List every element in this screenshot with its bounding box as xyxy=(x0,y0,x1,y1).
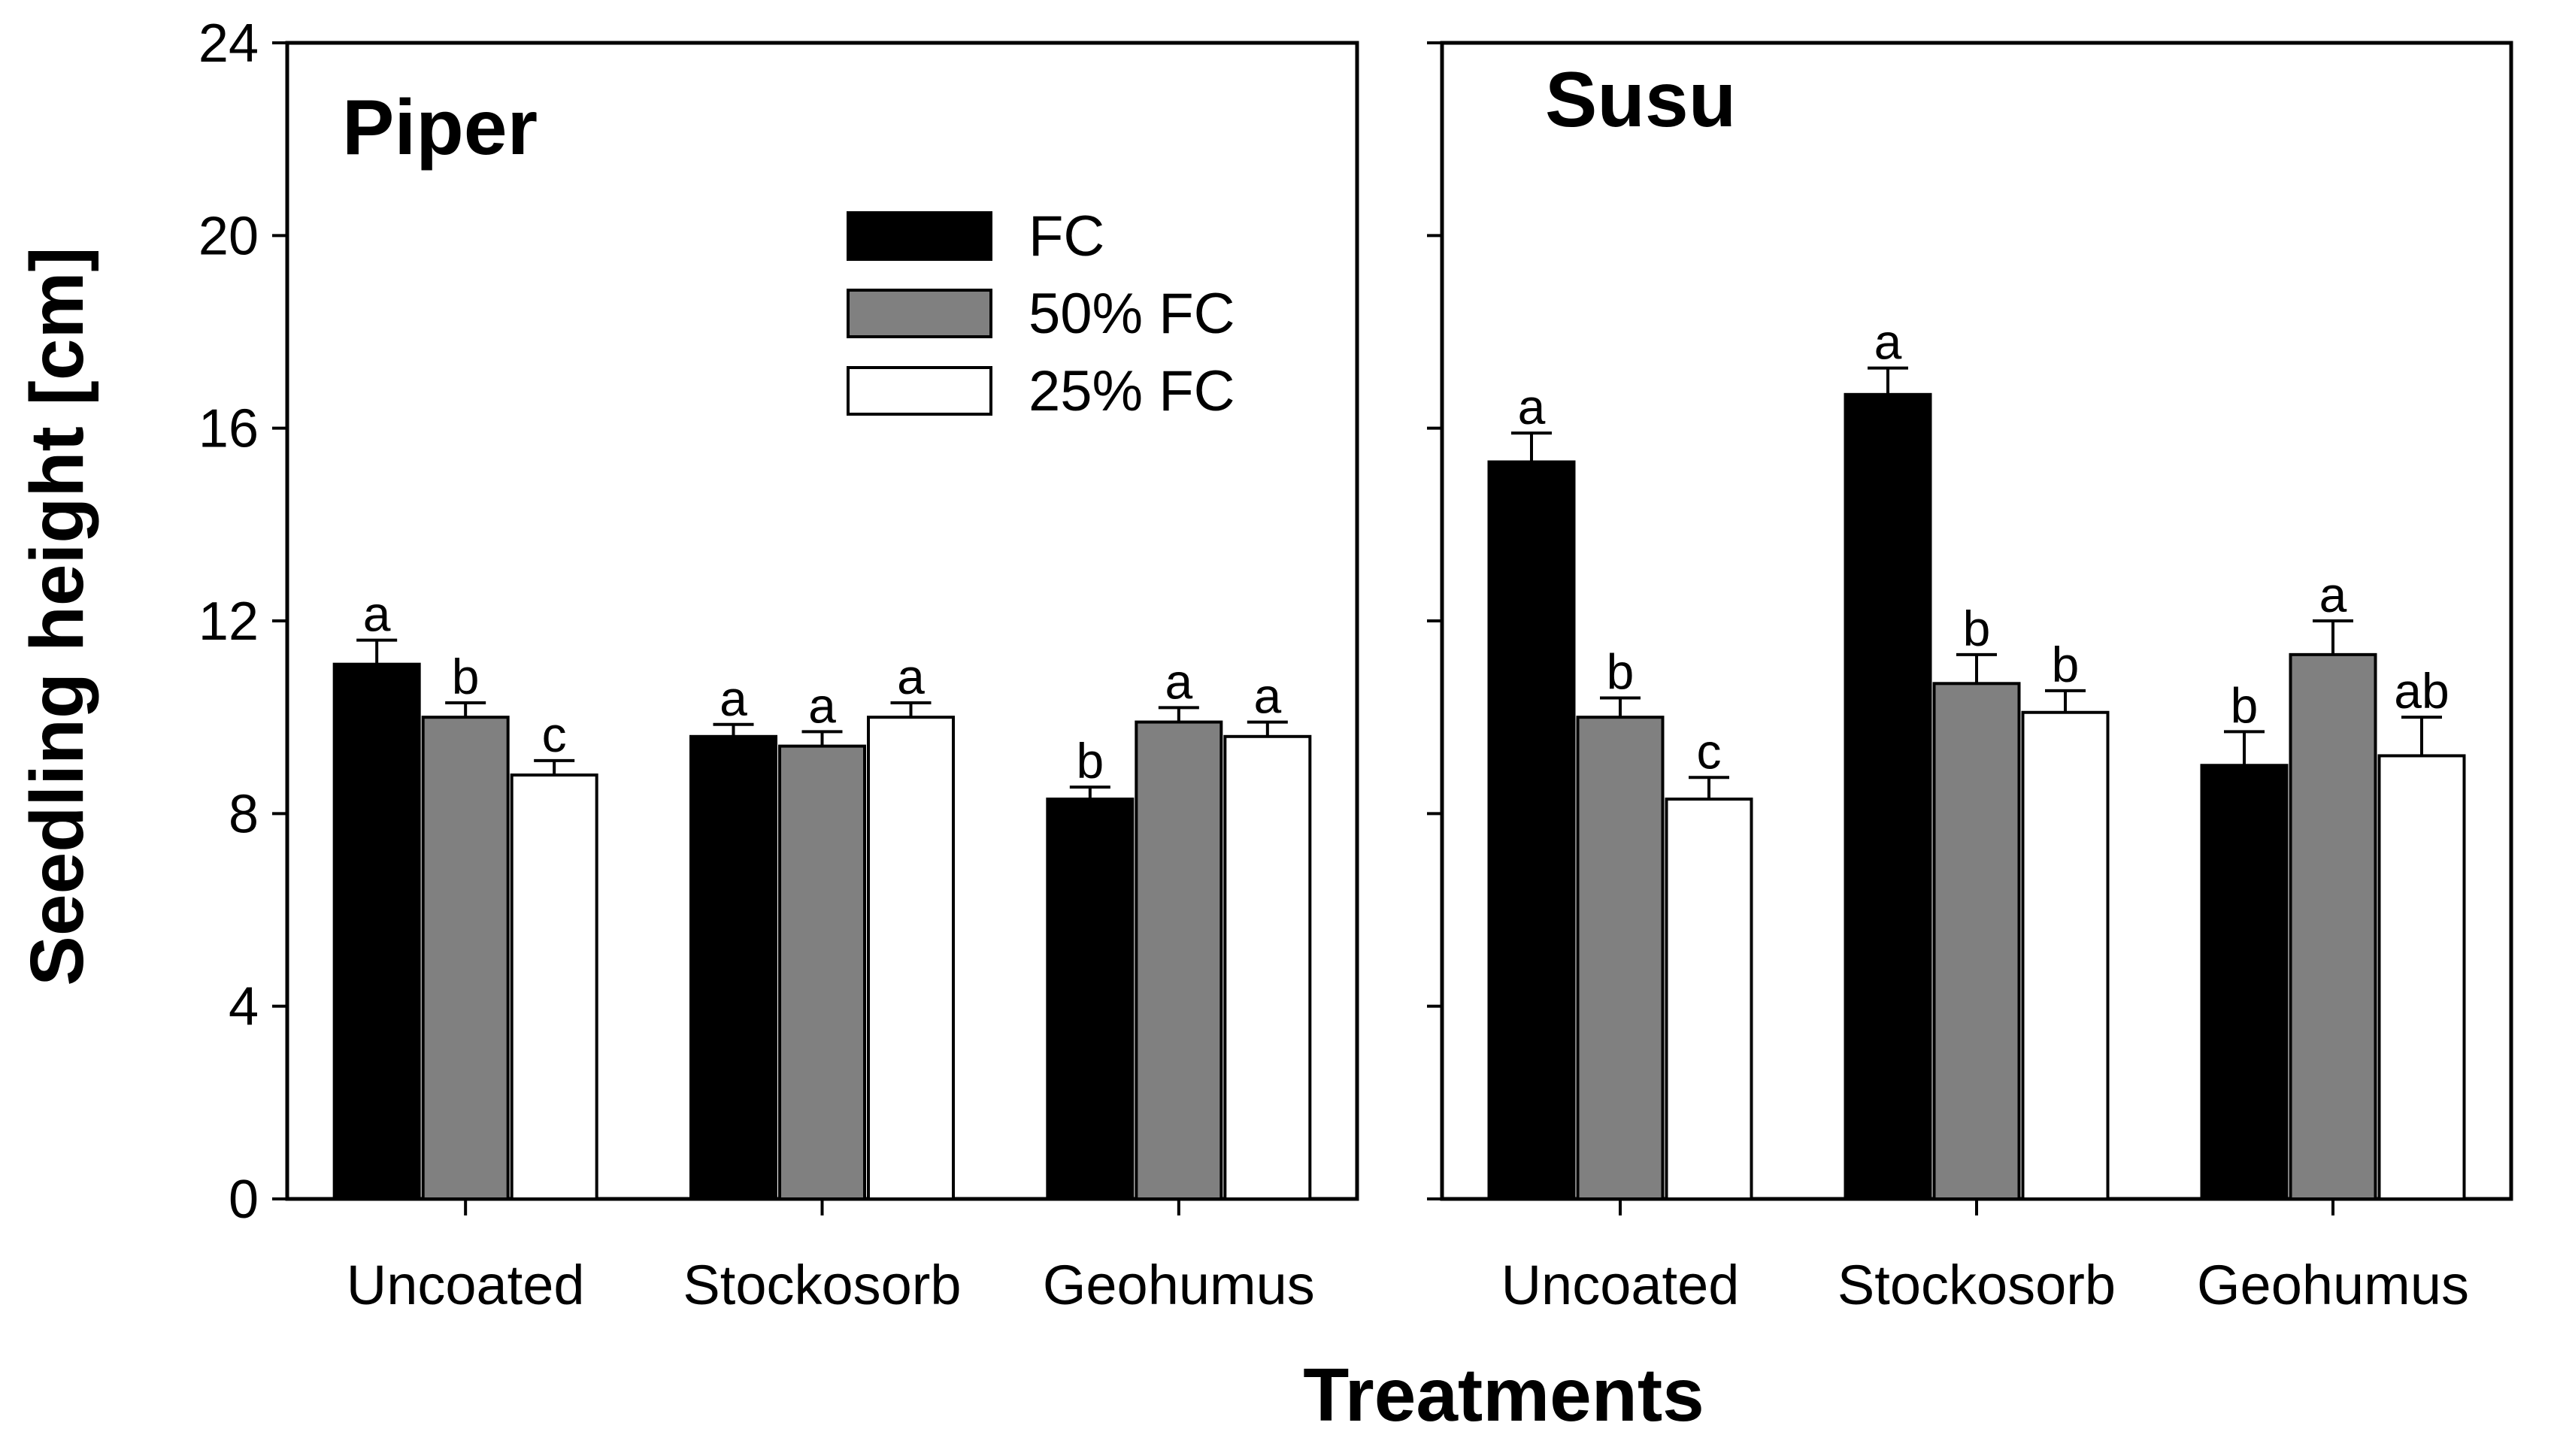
significance-letter: b xyxy=(2052,637,2080,692)
y-tick-label: 12 xyxy=(198,592,259,652)
bar xyxy=(1046,798,1135,1200)
bar xyxy=(2021,710,2110,1200)
significance-letter: a xyxy=(2319,567,2347,622)
legend-swatch xyxy=(847,289,992,338)
y-axis-title: Seedling height [cm] xyxy=(15,247,99,985)
bar xyxy=(2289,652,2377,1200)
bar xyxy=(867,716,955,1200)
bar xyxy=(689,734,777,1200)
bar xyxy=(1576,716,1665,1200)
significance-letter: b xyxy=(2231,677,2259,733)
category-label: Stockosorb xyxy=(1838,1254,2116,1316)
panel-title: Susu xyxy=(1545,56,1736,144)
significance-letter: a xyxy=(1165,653,1192,709)
significance-letter: a xyxy=(808,677,836,733)
significance-letter: ab xyxy=(2394,663,2449,719)
legend: FC 50% FC 25% FC xyxy=(847,204,1235,423)
category-label: Uncoated xyxy=(1501,1254,1740,1316)
legend-swatch xyxy=(847,211,992,261)
bar xyxy=(421,716,510,1200)
bar xyxy=(778,744,866,1200)
y-tick-label: 8 xyxy=(229,784,259,844)
significance-letter: c xyxy=(542,707,567,762)
y-tick-label: 0 xyxy=(229,1170,259,1230)
bar xyxy=(1932,682,2021,1200)
category-label: Stockosorb xyxy=(683,1254,961,1316)
bar xyxy=(1487,460,1576,1200)
panel-piper: 0 4 8 12 16 20 24 Piper Uncoated a b c Stockosorb a a a… xyxy=(198,14,1359,1316)
legend-label: 25% FC xyxy=(1029,359,1235,423)
bar xyxy=(1223,734,1312,1200)
category-label: Geohumus xyxy=(1043,1254,1315,1316)
panel-title: Piper xyxy=(342,84,538,171)
bar xyxy=(1844,392,1932,1200)
legend-swatch xyxy=(847,366,992,416)
y-tick-label: 20 xyxy=(198,206,259,266)
significance-letter: a xyxy=(1253,668,1281,724)
bar xyxy=(1135,720,1223,1200)
bar xyxy=(1665,798,1753,1200)
legend-label: FC xyxy=(1029,204,1104,268)
significance-letter: a xyxy=(1874,314,1902,370)
x-axis-title: Treatments xyxy=(1303,1353,1704,1437)
significance-letter: a xyxy=(897,649,925,704)
significance-letter: b xyxy=(1607,644,1635,700)
significance-letter: c xyxy=(1697,723,1722,779)
bar xyxy=(510,773,598,1200)
category-label: Uncoated xyxy=(347,1254,585,1316)
y-tick-label: 4 xyxy=(229,977,259,1037)
bar xyxy=(2377,754,2466,1200)
category-label: Geohumus xyxy=(2197,1254,2469,1316)
significance-letter: a xyxy=(720,670,747,726)
bar xyxy=(2200,764,2289,1200)
significance-letter: b xyxy=(452,649,480,704)
bar xyxy=(332,662,421,1200)
y-tick-label: 24 xyxy=(198,14,259,74)
significance-letter: b xyxy=(1963,601,1991,656)
significance-letter: a xyxy=(1518,379,1546,434)
legend-label: 50% FC xyxy=(1029,282,1235,346)
significance-letter: b xyxy=(1076,733,1104,789)
y-tick-label: 16 xyxy=(198,399,259,459)
significance-letter: a xyxy=(363,586,391,642)
